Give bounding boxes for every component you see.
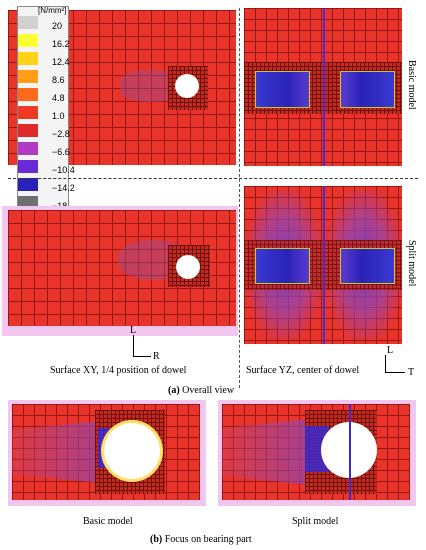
caption-surface-xy: Surface XY, 1/4 position of dowel [50,365,187,376]
yz-split-blue-right [340,248,395,284]
legend-value: −14.2 [52,183,75,193]
legend-value: 12.4 [52,57,70,67]
legend-swatch [18,52,38,65]
axis-yz-horizontal [385,372,405,373]
legend-swatch [18,106,38,119]
legend-swatch [18,178,38,191]
legend-swatch [18,196,38,209]
axis-yz-vertical [385,355,386,373]
label-split-model: Split model [406,240,417,287]
legend-unit: [N/mm²] [38,6,67,15]
yz-basic-blue-right [340,71,395,108]
legend-value: −10.4 [52,165,75,175]
caption-overall-view: (a) Overall view [168,385,234,396]
caption-b-prefix: (b) [150,534,163,545]
focus-basic-dowel-hole [104,423,160,479]
label-basic-model: Basic model [406,60,417,110]
legend-swatch [18,160,38,173]
yz-split-dowel-line [323,186,325,344]
axis-r-label: R [153,351,160,362]
legend-value: 16.2 [52,39,70,49]
caption-a-text: Overall view [179,385,235,396]
axis-xy: L R [126,325,166,365]
axis-l-label: L [130,325,137,336]
horizontal-dashed-divider [8,178,418,179]
legend-value: 8.6 [52,75,65,85]
xy-split-dowel-hole [176,255,200,279]
legend-swatch [18,142,38,155]
caption-a-prefix: (a) [168,385,180,396]
caption-surface-yz: Surface YZ, center of dowel [246,365,360,376]
axis-yz: L T [382,345,422,380]
caption-focus-bearing: (b) Focus on bearing part [150,534,252,545]
legend-swatch [18,16,38,29]
yz-split-blue-left [255,248,310,284]
axis-t-label: T [408,367,415,378]
legend-value: −6.6 [52,147,70,157]
xy-basic-dowel-hole [175,74,199,98]
caption-b-text: Focus on bearing part [162,534,252,545]
yz-basic-blue-left [255,71,310,108]
legend-value: 20 [52,21,63,31]
axis-xy-horizontal [133,356,151,357]
vertical-dashed-divider [239,8,240,388]
legend-swatch [18,70,38,83]
legend-swatch [18,124,38,137]
legend-swatch [18,34,38,47]
legend-value: 1.0 [52,111,65,121]
yz-basic-dowel-line [323,8,325,166]
legend-swatch [18,88,38,101]
legend-value: 4.8 [52,93,65,103]
axis-l2-label: L [387,345,394,356]
legend-value: −2.8 [52,129,70,139]
axis-xy-vertical [133,335,134,357]
stress-legend: [N/mm²] 20 16.2 12.4 8.6 4.8 1.0 −2.8 −6… [17,6,75,215]
caption-bottom-basic: Basic model [83,516,133,527]
caption-bottom-split: Split model [292,516,339,527]
focus-split-gap-line [349,404,351,500]
